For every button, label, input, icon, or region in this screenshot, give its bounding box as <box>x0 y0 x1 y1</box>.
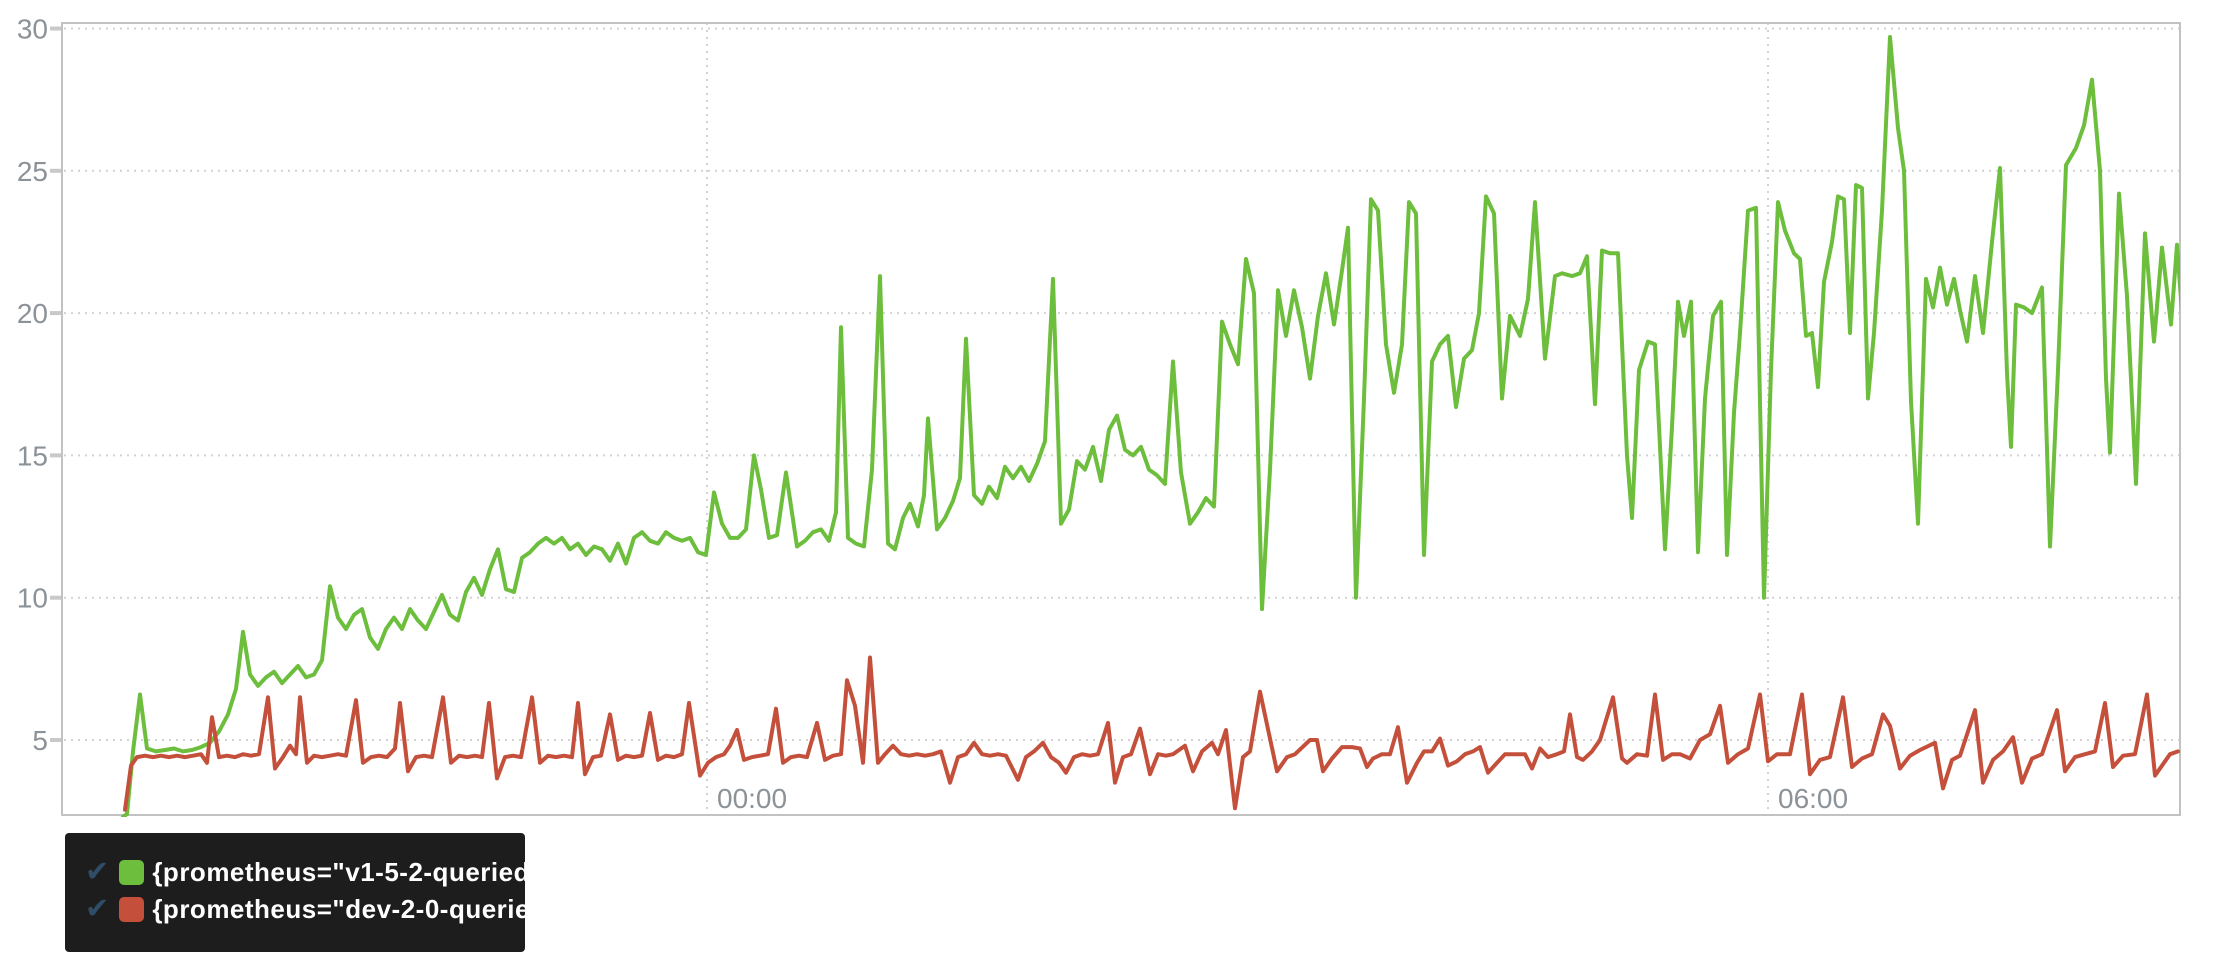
check-icon[interactable]: ✔ <box>85 856 110 888</box>
x-tick-label-00:00: 00:00 <box>717 783 787 814</box>
legend: ✔ {prometheus="v1-5-2-queried"} ✔ {promethe… <box>65 833 569 952</box>
series-color-swatch <box>119 897 145 922</box>
check-icon[interactable]: ✔ <box>85 893 110 925</box>
y-tick-label-30: 30 <box>17 14 48 45</box>
y-tick-label-10: 10 <box>17 583 48 614</box>
series-line-v1-5-2-queried <box>121 35 2180 817</box>
plot-frame <box>61 22 2181 816</box>
y-tick-label-20: 20 <box>17 298 48 329</box>
legend-item-v1-5-2-queried[interactable]: ✔ {prometheus="v1-5-2-queried"} <box>85 854 553 891</box>
series-line-dev-2-0-queried <box>123 655 2180 812</box>
y-tick-label-5: 5 <box>32 725 48 756</box>
legend-label: {prometheus="v1-5-2-queried"} <box>152 857 554 887</box>
series-color-swatch <box>119 860 145 885</box>
y-tick-label-15: 15 <box>17 440 48 471</box>
y-tick-label-25: 25 <box>17 156 48 187</box>
x-tick-label-06:00: 06:00 <box>1778 783 1848 814</box>
legend-label: {prometheus="dev-2-0-queried"} <box>152 894 570 924</box>
legend-item-dev-2-0-queried[interactable]: ✔ {prometheus="dev-2-0-queried"} <box>85 891 569 928</box>
